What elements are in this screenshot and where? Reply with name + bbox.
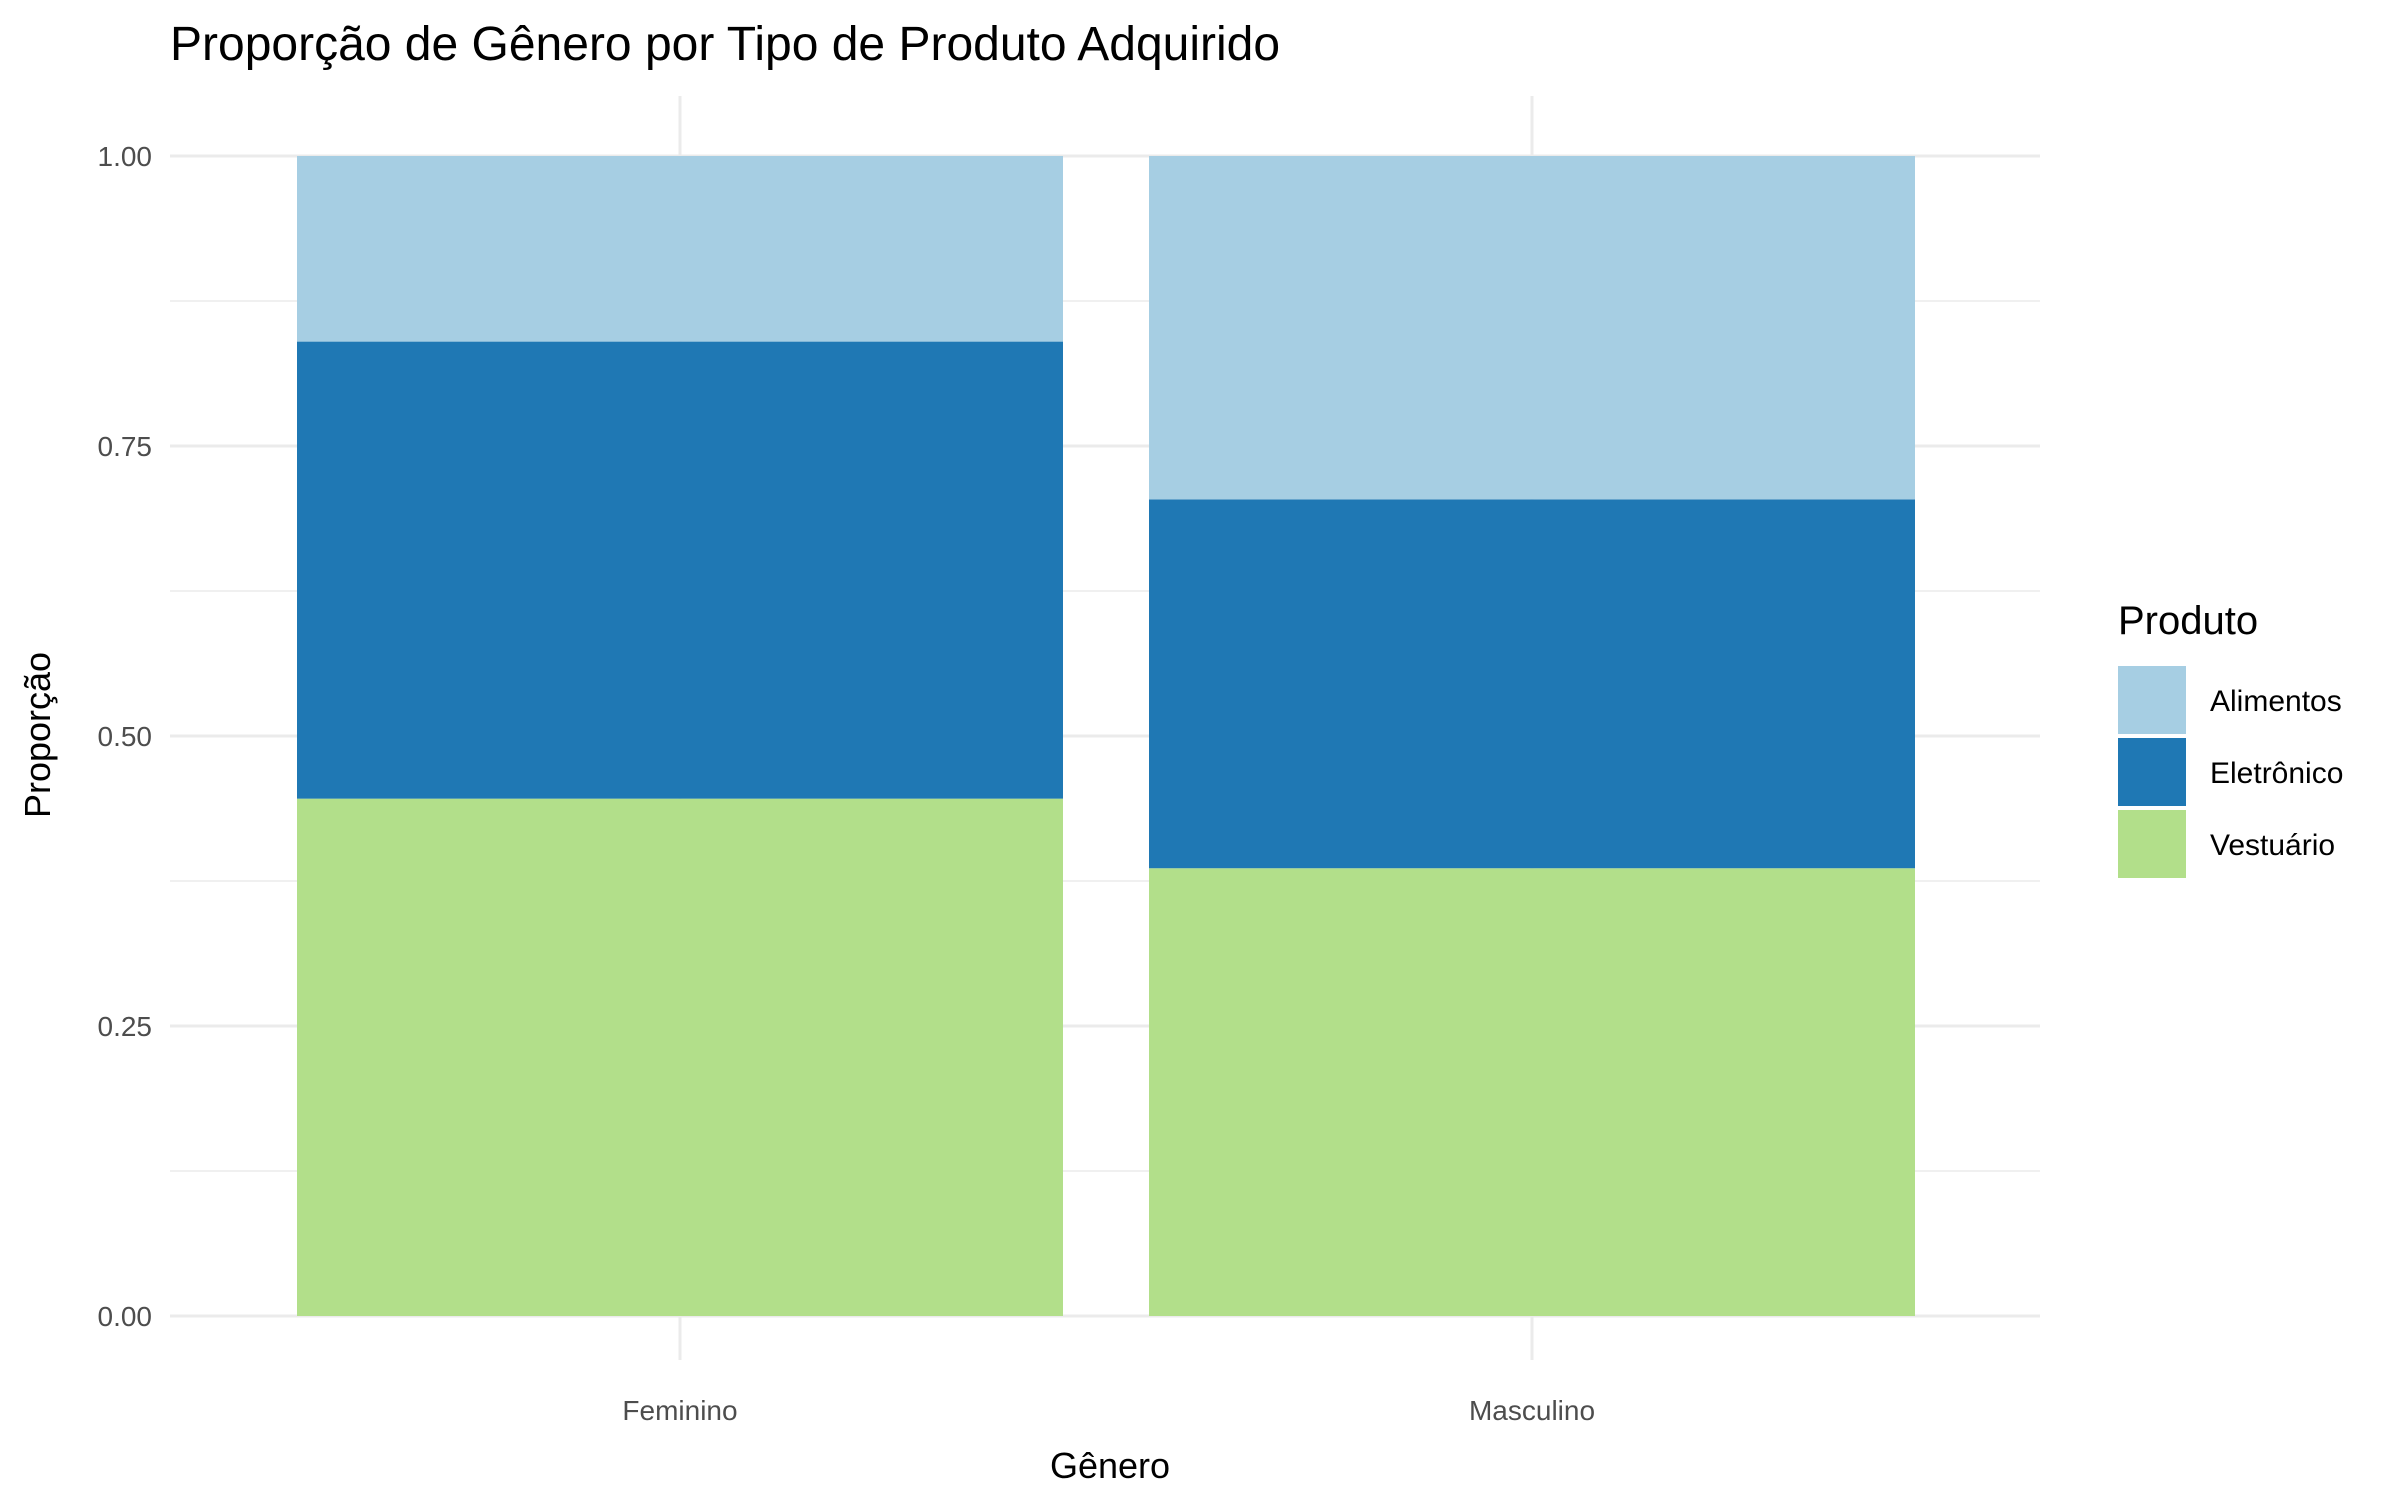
x-tick-labels: Feminino Masculino <box>622 1395 1595 1426</box>
legend-label: Vestuário <box>2210 829 2335 862</box>
x-tick-label: Masculino <box>1469 1395 1595 1426</box>
bar-feminino-vestuário <box>297 798 1063 1316</box>
bar-masculino-eletrônico <box>1149 499 1915 869</box>
legend-items: Alimentos Eletrônico Vestuário <box>2118 666 2343 878</box>
bar-feminino-alimentos <box>297 156 1063 342</box>
y-tick-label: 0.50 <box>98 721 153 752</box>
x-axis-title: Gênero <box>1050 1445 1170 1486</box>
bar-feminino-eletrônico <box>297 341 1063 799</box>
legend-title: Produto <box>2118 599 2258 643</box>
legend-label: Eletrônico <box>2210 757 2343 790</box>
legend: Produto Alimentos Eletrônico Vestuário <box>2118 599 2343 878</box>
legend-key-alimentos <box>2118 666 2186 734</box>
y-axis-title: Proporção <box>17 652 58 818</box>
legend-key-eletrônico <box>2118 738 2186 806</box>
legend-key-vestuário <box>2118 810 2186 878</box>
y-tick-label: 0.25 <box>98 1011 153 1042</box>
y-tick-label: 0.75 <box>98 431 153 462</box>
y-tick-labels: 0.00 0.25 0.50 0.75 1.00 <box>98 141 153 1332</box>
chart-title: Proporção de Gênero por Tipo de Produto … <box>170 18 1280 71</box>
y-tick-label: 1.00 <box>98 141 153 172</box>
bars <box>297 156 1915 1316</box>
legend-label: Alimentos <box>2210 685 2342 718</box>
bar-masculino-alimentos <box>1149 156 1915 500</box>
x-tick-label: Feminino <box>622 1395 737 1426</box>
y-tick-label: 0.00 <box>98 1301 153 1332</box>
bar-masculino-vestuário <box>1149 868 1915 1316</box>
